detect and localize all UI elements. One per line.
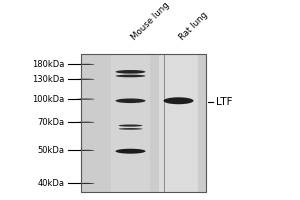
Text: Mouse lung: Mouse lung (130, 1, 172, 42)
Ellipse shape (116, 149, 146, 154)
Ellipse shape (116, 75, 146, 77)
Ellipse shape (76, 183, 94, 184)
Ellipse shape (76, 99, 94, 100)
Text: 100kDa: 100kDa (32, 95, 64, 104)
Ellipse shape (116, 98, 146, 103)
Text: 130kDa: 130kDa (32, 75, 64, 84)
Ellipse shape (76, 122, 94, 123)
Ellipse shape (76, 64, 94, 65)
Ellipse shape (76, 79, 94, 80)
Ellipse shape (118, 125, 142, 127)
Text: 70kDa: 70kDa (38, 118, 64, 127)
Bar (111, 54, 150, 192)
Text: LTF: LTF (216, 97, 232, 107)
Ellipse shape (76, 150, 94, 151)
Text: 40kDa: 40kDa (38, 179, 64, 188)
Bar (81, 54, 206, 192)
Ellipse shape (116, 70, 146, 74)
Text: 50kDa: 50kDa (38, 146, 64, 155)
Text: 180kDa: 180kDa (32, 60, 64, 69)
Ellipse shape (118, 128, 142, 130)
Bar (159, 54, 198, 192)
Bar (81, 54, 206, 192)
Ellipse shape (164, 97, 194, 104)
Text: Rat lung: Rat lung (178, 10, 210, 42)
